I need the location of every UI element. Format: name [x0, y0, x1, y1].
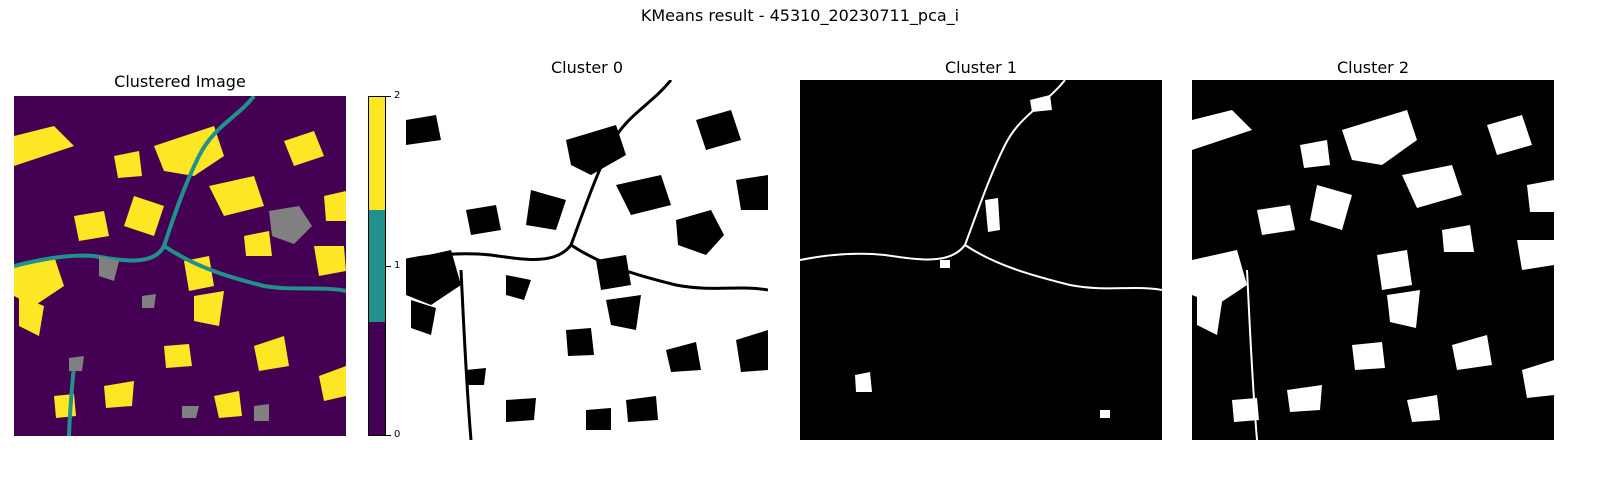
colorbar-tick-label-2: 2 — [394, 90, 401, 101]
panel-title-cluster-2: Cluster 2 — [1336, 58, 1410, 77]
colorbar-segment-2 — [369, 97, 385, 210]
panel-title-cluster-1: Cluster 1 — [944, 58, 1018, 77]
colorbar-tick-0 — [386, 435, 391, 436]
colorbar-tick-label-0: 0 — [394, 429, 401, 440]
cluster-1-mask — [800, 80, 1162, 440]
colorbar-tick-label-1: 1 — [394, 260, 401, 271]
colorbar-segment-0 — [369, 322, 385, 435]
colorbar-segment-1 — [369, 209, 385, 323]
cluster-0-mask — [406, 80, 768, 440]
cluster-2-mask — [1192, 80, 1554, 440]
colorbar-tick-1 — [386, 266, 391, 267]
colorbar-tick-2 — [386, 96, 391, 97]
clustered-image — [14, 96, 346, 436]
panel-title-clustered-image: Clustered Image — [114, 72, 246, 91]
colorbar — [368, 96, 386, 436]
panel-title-cluster-0: Cluster 0 — [550, 58, 624, 77]
figure-title: KMeans result - 45310_20230711_pca_i — [640, 6, 960, 25]
